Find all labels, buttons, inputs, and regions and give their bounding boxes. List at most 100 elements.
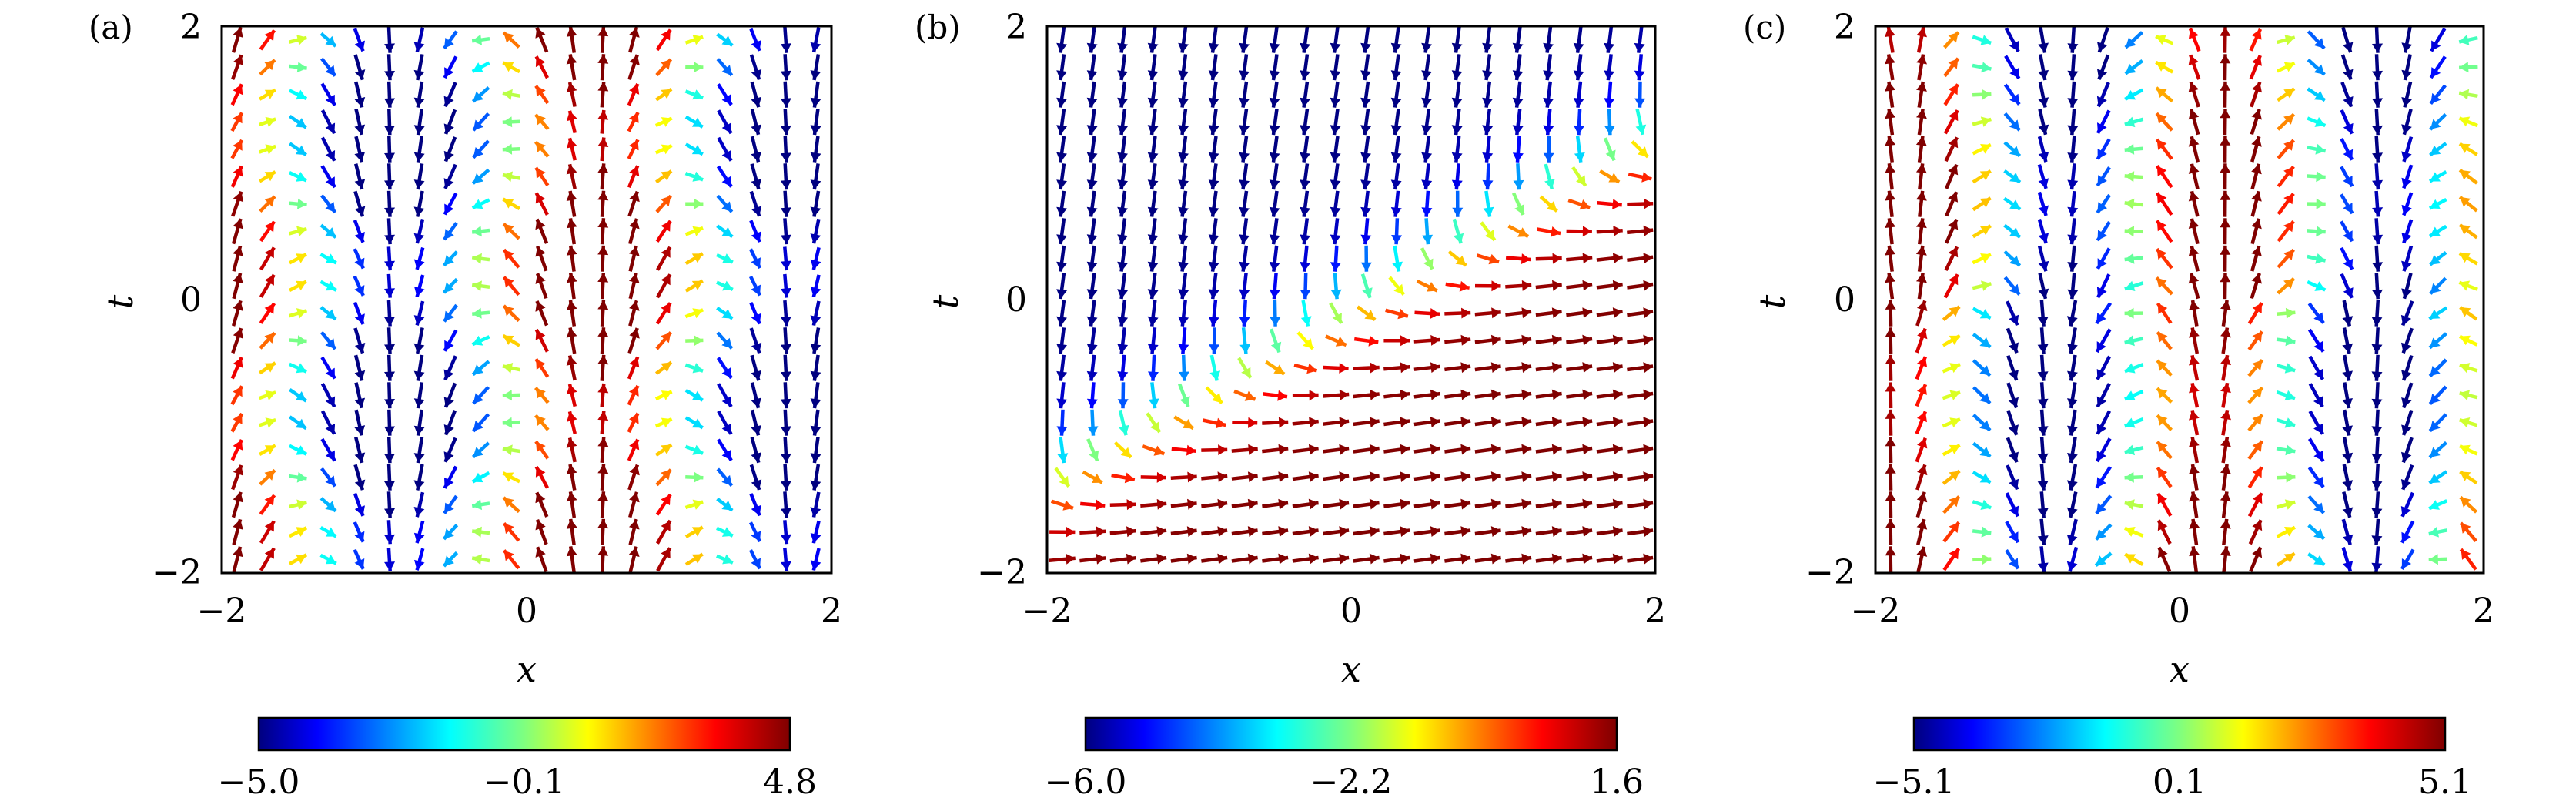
- quiver-arrow-head: [1400, 362, 1410, 374]
- quiver-arrow-head: [1400, 471, 1410, 482]
- quiver-arrow-head: [1641, 172, 1652, 183]
- quiver-arrow-head: [1056, 206, 1067, 217]
- quiver-arrow-head: [296, 308, 307, 319]
- quiver-arrow-head: [810, 533, 821, 544]
- quiver-arrow-head: [472, 226, 482, 237]
- quiver-arrow-head: [297, 335, 307, 347]
- quiver-arrow-head: [2371, 481, 2383, 491]
- quiver-arrow-head: [661, 332, 671, 344]
- quiver-arrow-head: [296, 471, 307, 483]
- quiver-arrow-head: [1117, 125, 1128, 136]
- quiver-arrow-head: [1917, 328, 1928, 340]
- quiver-arrow-head: [2401, 260, 2412, 272]
- quiver-arrow-head: [1390, 179, 1402, 190]
- quiver-arrow-head: [1239, 125, 1250, 136]
- quiver-arrow-head: [1451, 125, 1463, 136]
- quiver-arrow-head: [1488, 253, 1499, 265]
- quiver-arrow-head: [1885, 300, 1896, 310]
- xtick-c-1: 0: [2169, 591, 2190, 631]
- quiver-arrow-head: [233, 273, 243, 284]
- quiver-arrow-head: [413, 233, 425, 243]
- quiver-arrow-head: [1269, 125, 1280, 136]
- quiver-arrow-head: [1400, 444, 1410, 455]
- quiver-arrow-head: [2009, 505, 2019, 517]
- quiver-arrow-head: [1949, 307, 1960, 317]
- quiver-arrow-head: [472, 472, 483, 483]
- quiver-arrow-head: [413, 69, 425, 80]
- quiver-arrow-head: [1612, 498, 1623, 510]
- quiver-arrow-head: [2313, 396, 2323, 407]
- quiver-arrow-head: [2342, 480, 2354, 491]
- quiver-arrow-head: [2401, 151, 2412, 162]
- quiver-arrow-head: [2038, 178, 2049, 189]
- quiver-arrow-head: [503, 550, 514, 561]
- quiver-arrow-head: [2343, 69, 2354, 80]
- quiver-arrow-head: [384, 561, 395, 571]
- quiver-arrow-head: [1330, 97, 1341, 108]
- quiver-arrow-head: [692, 308, 704, 319]
- quiver-arrow-head: [2460, 335, 2471, 346]
- quiver-arrow-head: [2157, 332, 2168, 343]
- quiver-arrow-head: [1582, 553, 1593, 565]
- quiver-arrow-head: [535, 142, 546, 152]
- quiver-arrow-head: [810, 259, 821, 270]
- quiver-arrow-head: [1544, 179, 1555, 189]
- quiver-arrow-head: [1521, 334, 1532, 346]
- quiver-arrow-head: [325, 280, 336, 291]
- quiver-arrow-head: [2313, 368, 2323, 380]
- quiver-arrow-head: [1400, 335, 1410, 347]
- quiver-arrow-head: [780, 371, 791, 381]
- quiver-arrow-head: [2430, 366, 2441, 377]
- quiver-arrow-head: [325, 227, 336, 238]
- quiver-arrow-head: [2430, 119, 2441, 129]
- quiver-arrow-head: [1582, 334, 1593, 346]
- quiver-arrow-head: [444, 477, 454, 488]
- quiver-arrow-head: [1979, 420, 1990, 431]
- quiver-arrow-head: [535, 387, 546, 399]
- quiver-arrow-head: [1517, 227, 1528, 237]
- quiver-arrow-head: [2157, 467, 2168, 478]
- quiver-arrow-head: [2252, 414, 2263, 426]
- quiver-arrow-head: [325, 35, 336, 46]
- quiver-arrow-head: [597, 491, 609, 501]
- quiver-arrow-head: [2401, 69, 2413, 80]
- quiver-arrow-head: [354, 152, 366, 163]
- quiver-arrow-head: [751, 397, 761, 408]
- quiver-arrow-head: [1300, 97, 1310, 108]
- quiver-arrow-head: [1885, 409, 1896, 419]
- quiver-arrow-head: [2461, 523, 2471, 534]
- colorbar-b: [1084, 716, 1618, 752]
- quiver-arrow-head: [721, 226, 733, 237]
- quiver-arrow-head: [413, 370, 425, 381]
- quiver-arrow-head: [384, 454, 395, 464]
- quiver-arrow-head: [473, 119, 483, 131]
- quiver-arrow-head: [2342, 452, 2354, 463]
- quiver-arrow-head: [2430, 421, 2441, 431]
- quiver-arrow-head: [1490, 334, 1501, 346]
- panel-label-c: (c): [1743, 8, 1786, 46]
- quiver-arrow-head: [233, 328, 243, 339]
- cbar-tick-a-0: −5.0: [218, 762, 300, 802]
- quiver-arrow-head: [1979, 473, 1991, 483]
- quiver-arrow-head: [503, 523, 514, 535]
- quiver-arrow-head: [1551, 444, 1562, 455]
- quiver-arrow-head: [1147, 344, 1159, 354]
- quiver-arrow-head: [2371, 453, 2383, 464]
- quiver-arrow-head: [2401, 558, 2411, 569]
- quiver-arrow-head: [1579, 199, 1591, 210]
- quiver-arrow-head: [722, 253, 733, 263]
- quiver-arrow-head: [2430, 67, 2441, 78]
- quiver-arrow-head: [1056, 289, 1067, 300]
- quiver-arrow-head: [2430, 145, 2441, 156]
- quiver-arrow-head: [1980, 116, 1992, 127]
- quiver-arrow-head: [1147, 206, 1159, 217]
- quiver-arrow-head: [810, 398, 821, 409]
- quiver-arrow-head: [2400, 314, 2411, 326]
- quiver-arrow-head: [233, 414, 243, 424]
- quiver-arrow-head: [566, 245, 577, 256]
- quiver-arrow-head: [2371, 344, 2383, 354]
- quiver-arrow-head: [1086, 261, 1098, 272]
- quiver-arrow-head: [1178, 125, 1189, 136]
- quiver-arrow-head: [1451, 42, 1463, 53]
- quiver-arrow-head: [1916, 27, 1927, 38]
